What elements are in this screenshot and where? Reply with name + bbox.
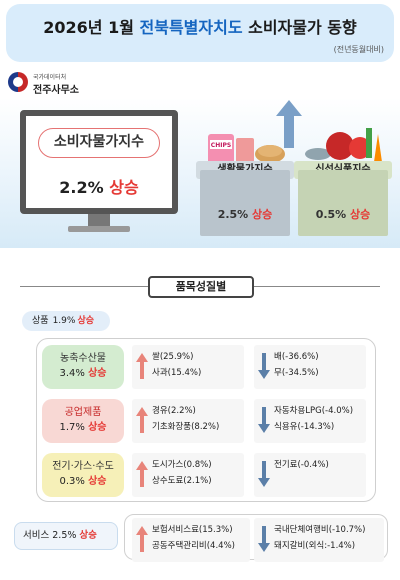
- up-arrow-icon: [136, 407, 148, 433]
- category-row-agri: 농축수산물 3.4% 상승 쌀(25.9%) 사과(15.4%) 배(-36.6…: [42, 342, 372, 392]
- list-item: 국내단체여행비(-10.7%): [274, 525, 366, 535]
- rising-items: 쌀(25.9%) 사과(15.4%): [132, 345, 244, 389]
- down-arrow-icon: [258, 353, 270, 379]
- list-item: 기초화장품(8.2%): [152, 422, 220, 432]
- cpi-value: 2.2% 상승: [59, 178, 139, 197]
- agency-logo: 국가데이터처 전주사무소: [8, 70, 98, 96]
- falling-items: 전기료(-0.4%): [254, 453, 366, 497]
- svg-text:CHIPS: CHIPS: [211, 142, 231, 149]
- list-item: 경유(2.2%): [152, 406, 196, 416]
- fresh-index-box: 0.5% 상승: [298, 170, 388, 236]
- category-industrial: 공업제품 1.7% 상승: [42, 399, 124, 443]
- up-arrow-icon: [136, 353, 148, 379]
- page-title: 2026년 1월 전북특별자치도 소비자물가 동향: [43, 18, 357, 37]
- category-agri: 농축수산물 3.4% 상승: [42, 345, 124, 389]
- fresh-index-value: 0.5% 상승: [315, 208, 371, 221]
- comparison-basis: (전년동월대비): [333, 45, 384, 54]
- services-falling-items: 국내단체여행비(-10.7%) 돼지갈비(외식:-1.4%): [254, 518, 384, 562]
- down-arrow-icon: [258, 461, 270, 487]
- list-item: 보험서비스료(15.3%): [152, 525, 233, 535]
- list-item: 무(-34.5%): [274, 368, 319, 378]
- services-rising-items: 보험서비스료(15.3%) 공동주택관리비(4.4%): [132, 518, 250, 562]
- list-item: 배(-36.6%): [274, 352, 319, 362]
- falling-items: 자동차용LPG(-4.0%) 식용유(-14.3%): [254, 399, 366, 443]
- logo-org-main: 전주사무소: [33, 85, 79, 96]
- down-arrow-icon: [258, 407, 270, 433]
- up-arrow-icon: [136, 461, 148, 487]
- up-arrow-icon: [136, 526, 148, 552]
- rising-items: 도시가스(0.8%) 상수도료(2.1%): [132, 453, 244, 497]
- up-arrow-icon: [276, 100, 302, 148]
- region-name: 전북특별자치도: [139, 18, 243, 37]
- monitor-stand: [88, 214, 110, 226]
- list-item: 쌀(25.9%): [152, 352, 194, 362]
- falling-items: 배(-36.6%) 무(-34.5%): [254, 345, 366, 389]
- goods-summary: 상품 1.9% 상승: [22, 311, 110, 331]
- rising-items: 경유(2.2%) 기초화장품(8.2%): [132, 399, 244, 443]
- living-index-value: 2.5% 상승: [217, 208, 273, 221]
- list-item: 공동주택관리비(4.4%): [152, 541, 235, 551]
- list-item: 자동차용LPG(-4.0%): [274, 406, 354, 416]
- monitor-base: [68, 226, 130, 232]
- title-banner: 2026년 1월 전북특별자치도 소비자물가 동향 (전년동월대비): [6, 4, 394, 62]
- services-summary: 서비스 2.5% 상승: [14, 522, 118, 550]
- list-item: 돼지갈비(외식:-1.4%): [274, 541, 356, 551]
- category-utilities: 전기·가스·수도 0.3% 상승: [42, 453, 124, 497]
- grocery-items-icon: CHIPS: [208, 134, 285, 164]
- logo-org-small: 국가데이터처: [33, 74, 67, 81]
- list-item: 도시가스(0.8%): [152, 460, 212, 470]
- living-index-box: 2.5% 상승: [200, 170, 290, 236]
- cpi-monitor: 소비자물가지수 2.2% 상승: [20, 110, 178, 214]
- cpi-direction: 상승: [109, 178, 139, 197]
- section-title: 품목성질별: [148, 276, 254, 298]
- list-item: 전기료(-0.4%): [274, 460, 329, 470]
- down-arrow-icon: [258, 526, 270, 552]
- fresh-food-icon: [305, 128, 382, 162]
- category-row-industrial: 공업제품 1.7% 상승 경유(2.2%) 기초화장품(8.2%) 자동차용LP…: [42, 396, 372, 446]
- category-row-utilities: 전기·가스·수도 0.3% 상승 도시가스(0.8%) 상수도료(2.1%) 전…: [42, 450, 372, 500]
- list-item: 사과(15.4%): [152, 368, 202, 378]
- taegeuk-icon: [8, 72, 28, 92]
- list-item: 식용유(-14.3%): [274, 422, 335, 432]
- cpi-label: 소비자물가지수: [38, 128, 160, 158]
- goods-category-frame: [36, 338, 376, 502]
- list-item: 상수도료(2.1%): [152, 476, 212, 486]
